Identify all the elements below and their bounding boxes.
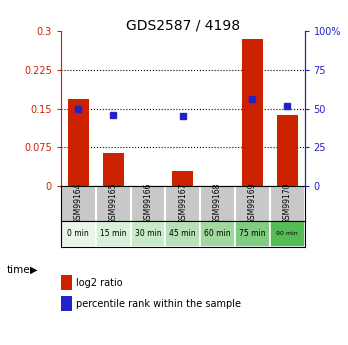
Text: GSM99167: GSM99167 xyxy=(178,183,187,224)
Text: GSM99168: GSM99168 xyxy=(213,183,222,224)
Text: percentile rank within the sample: percentile rank within the sample xyxy=(76,299,240,308)
Text: log2 ratio: log2 ratio xyxy=(76,278,122,288)
Bar xyxy=(200,221,235,247)
Text: time: time xyxy=(7,265,31,275)
Text: 75 min: 75 min xyxy=(239,229,266,238)
Text: 45 min: 45 min xyxy=(169,229,196,238)
Text: GSM99165: GSM99165 xyxy=(109,183,118,224)
Text: ▶: ▶ xyxy=(30,265,37,275)
Bar xyxy=(103,152,124,186)
Bar xyxy=(165,221,200,247)
Bar xyxy=(61,221,96,247)
Bar xyxy=(277,115,298,186)
Bar xyxy=(270,221,304,247)
Text: GSM99170: GSM99170 xyxy=(283,183,292,224)
Text: GDS2587 / 4198: GDS2587 / 4198 xyxy=(126,19,240,33)
Text: 0 min: 0 min xyxy=(68,229,89,238)
Text: 90 min: 90 min xyxy=(276,231,298,236)
Text: 30 min: 30 min xyxy=(135,229,161,238)
Text: 60 min: 60 min xyxy=(204,229,231,238)
Text: GSM99169: GSM99169 xyxy=(248,183,257,224)
Bar xyxy=(242,39,263,186)
Text: GSM99166: GSM99166 xyxy=(143,183,152,224)
Bar xyxy=(96,221,130,247)
Bar xyxy=(235,221,270,247)
Bar xyxy=(68,99,89,186)
Bar xyxy=(172,171,193,186)
Bar xyxy=(130,221,165,247)
Text: GSM99164: GSM99164 xyxy=(74,183,83,224)
Text: 15 min: 15 min xyxy=(100,229,126,238)
